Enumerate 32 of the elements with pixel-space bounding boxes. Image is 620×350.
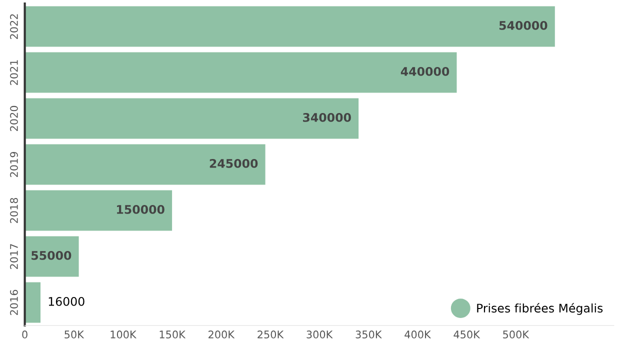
x-tick-label: 100K (110, 330, 137, 338)
y-tick-label: 2019 (10, 152, 18, 177)
bar (24, 190, 172, 231)
x-tick-label: 500K (503, 330, 530, 338)
y-tick-label: 2020 (10, 106, 18, 131)
x-tick-label: 0 (22, 330, 28, 338)
y-tick-label: 2016 (10, 290, 18, 315)
x-tick-label: 50K (64, 330, 84, 338)
x-tick-label: 400K (404, 330, 432, 338)
y-tick-label: 2017 (10, 244, 18, 269)
bar (24, 52, 457, 93)
data-label: 245000 (210, 158, 258, 168)
x-tick-label: 300K (306, 330, 333, 338)
y-tick-label: 2021 (10, 60, 18, 85)
data-label: 340000 (303, 112, 351, 122)
y-tick-label: 2022 (10, 14, 18, 39)
data-label: 440000 (400, 66, 450, 76)
y-tick-label: 2018 (10, 198, 18, 223)
x-tick-label: 250K (258, 330, 284, 338)
x-tick-label: 350K (356, 330, 382, 338)
data-label: 540000 (499, 20, 548, 30)
x-tick-label: 150K (160, 330, 186, 338)
x-tick-label: 450K (454, 330, 480, 338)
bar (24, 6, 555, 47)
x-tick-label: 200K (208, 330, 235, 338)
legend-label: Prises fibrées Mégalis (477, 302, 603, 315)
data-label: 150000 (117, 204, 164, 214)
data-label: 16000 (48, 296, 84, 306)
bar (24, 282, 41, 323)
bar (24, 98, 359, 139)
data-label: 55000 (32, 250, 72, 260)
bar (24, 144, 266, 185)
